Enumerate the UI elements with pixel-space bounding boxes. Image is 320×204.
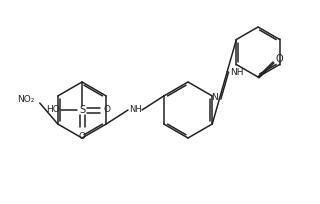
- Text: O: O: [104, 105, 111, 114]
- Text: S: S: [79, 105, 85, 115]
- Text: O: O: [78, 132, 85, 141]
- Text: NO₂: NO₂: [17, 94, 35, 103]
- Text: NH: NH: [129, 105, 141, 114]
- Text: O: O: [276, 54, 284, 64]
- Text: N: N: [211, 93, 218, 102]
- Text: NH: NH: [230, 68, 244, 77]
- Text: HO: HO: [46, 105, 60, 114]
